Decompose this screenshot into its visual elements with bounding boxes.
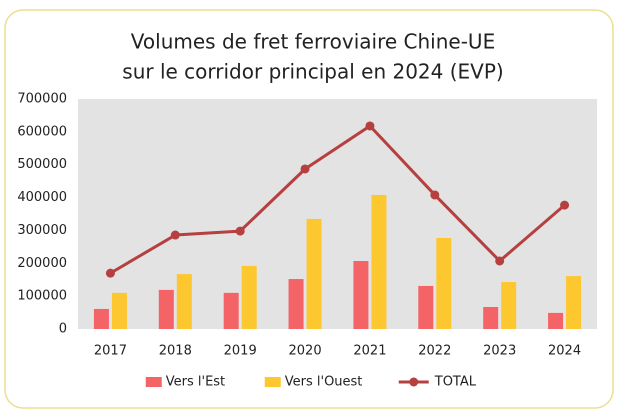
legend-label: Vers l'Est bbox=[166, 375, 225, 390]
marker bbox=[365, 121, 375, 131]
x-tick-label: 2021 bbox=[353, 344, 386, 359]
bar bbox=[306, 218, 322, 329]
chart-title: Volumes de fret ferroviaire Chine-UE bbox=[131, 30, 495, 54]
y-tick-label: 300000 bbox=[17, 223, 67, 238]
x-tick-label: 2018 bbox=[159, 344, 192, 359]
bar bbox=[436, 237, 452, 329]
x-tick-label: 2023 bbox=[483, 344, 516, 359]
y-tick-label: 0 bbox=[59, 322, 67, 337]
bar bbox=[566, 276, 582, 329]
y-tick-label: 100000 bbox=[17, 289, 67, 304]
y-tick-label: 600000 bbox=[17, 124, 67, 139]
marker bbox=[300, 164, 310, 174]
bar bbox=[418, 285, 434, 329]
marker bbox=[560, 200, 570, 210]
legend-swatch bbox=[145, 377, 162, 387]
x-tick-label: 2024 bbox=[548, 344, 581, 359]
legend-swatch bbox=[264, 377, 281, 387]
x-tick-label: 2017 bbox=[94, 344, 127, 359]
y-tick-label: 400000 bbox=[17, 190, 67, 205]
legend-label: Vers l'Ouest bbox=[285, 375, 363, 390]
bar bbox=[371, 194, 387, 329]
bar bbox=[111, 292, 127, 329]
bar bbox=[483, 306, 499, 329]
bar bbox=[288, 279, 304, 329]
bar bbox=[223, 292, 239, 329]
bar bbox=[93, 308, 109, 329]
bar bbox=[353, 260, 369, 329]
y-tick-label: 200000 bbox=[17, 256, 67, 271]
x-tick-label: 2019 bbox=[224, 344, 257, 359]
bar bbox=[241, 265, 257, 329]
legend-marker bbox=[409, 377, 419, 387]
chart-title: sur le corridor principal en 2024 (EVP) bbox=[122, 60, 503, 84]
line bbox=[109, 124, 566, 275]
marker bbox=[105, 268, 115, 278]
bar bbox=[158, 289, 174, 329]
y-tick-label: 500000 bbox=[17, 157, 67, 172]
legend-label: TOTAL bbox=[434, 375, 477, 390]
bar bbox=[548, 312, 564, 329]
x-tick-label: 2020 bbox=[289, 344, 322, 359]
y-tick-label: 700000 bbox=[17, 92, 67, 107]
marker bbox=[235, 226, 245, 236]
x-tick-label: 2022 bbox=[418, 344, 451, 359]
marker bbox=[495, 256, 505, 266]
bar bbox=[501, 282, 517, 329]
plot-area bbox=[78, 99, 597, 329]
marker bbox=[170, 230, 180, 240]
bar bbox=[176, 274, 192, 329]
marker bbox=[430, 190, 440, 200]
